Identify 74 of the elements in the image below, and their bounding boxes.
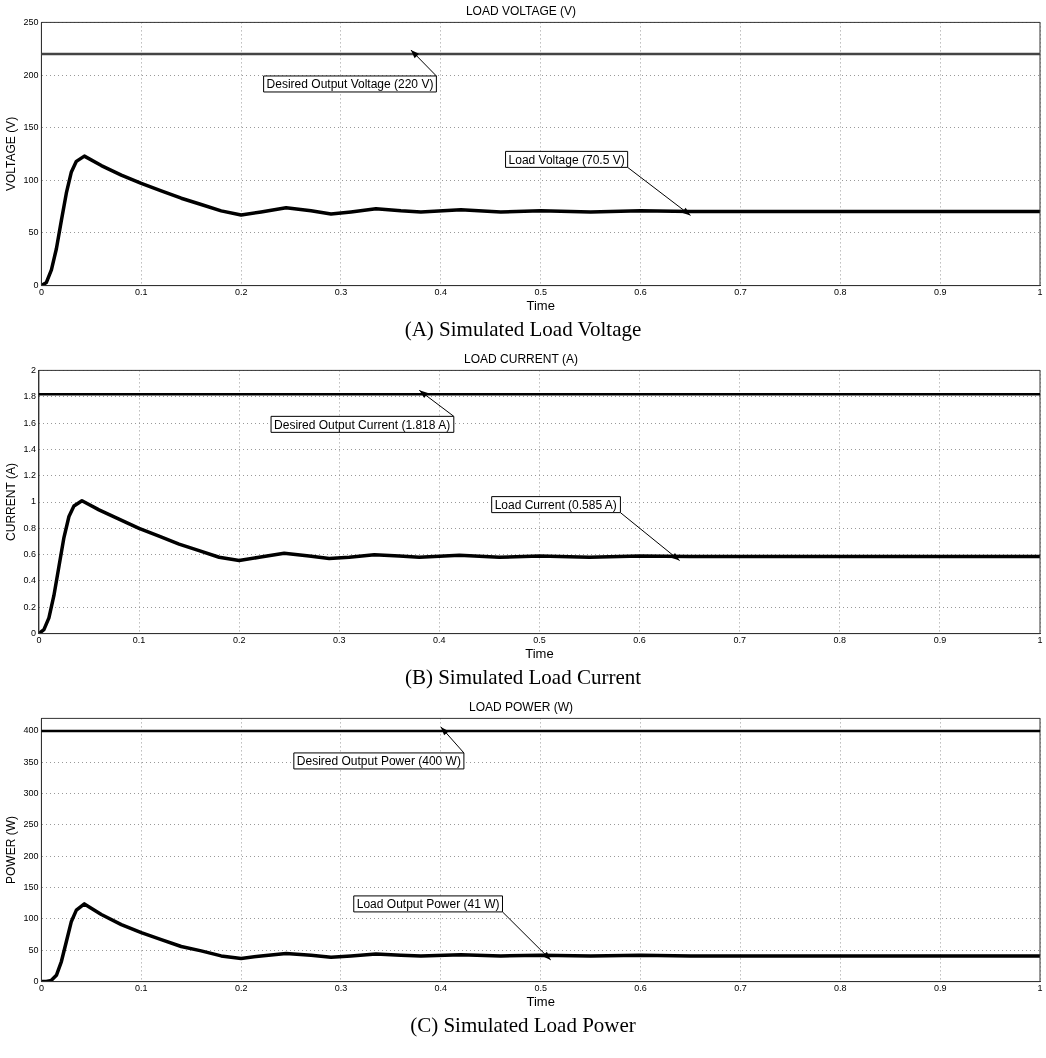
x-tick-label: 0.4 bbox=[433, 635, 446, 646]
y-tick-label: 2 bbox=[30, 364, 36, 375]
chart-title: LOAD CURRENT (A) bbox=[464, 351, 578, 366]
x-tick-label: 0.1 bbox=[135, 287, 148, 298]
x-tick-label: 0.9 bbox=[933, 983, 947, 994]
x-tick-label: 0.6 bbox=[634, 287, 647, 298]
y-tick-label: 1 bbox=[30, 496, 36, 507]
y-axis-title: VOLTAGE (V) bbox=[3, 116, 18, 192]
annotation: Desired Output Current (1.818 A) bbox=[274, 417, 451, 432]
x-tick-label: 0.7 bbox=[733, 635, 746, 646]
x-tick-label: 0.4 bbox=[434, 287, 448, 298]
x-axis-title: Time bbox=[526, 297, 555, 313]
y-tick-label: 300 bbox=[23, 788, 39, 799]
y-tick-label: 150 bbox=[23, 122, 39, 133]
x-tick-label: 0.6 bbox=[633, 635, 646, 646]
y-tick-label: 250 bbox=[23, 16, 39, 27]
annotation: Desired Output Power (400 W) bbox=[296, 754, 461, 769]
y-tick-label: 1.2 bbox=[23, 470, 36, 481]
y-axis-title: CURRENT (A) bbox=[3, 463, 18, 541]
x-tick-label: 0.3 bbox=[332, 635, 346, 646]
x-tick-label: 0.7 bbox=[734, 983, 747, 994]
x-tick-label: 0.9 bbox=[933, 635, 947, 646]
x-tick-label: 0.8 bbox=[834, 983, 847, 994]
y-tick-label: 0.6 bbox=[23, 549, 36, 560]
chart-title: LOAD VOLTAGE (V) bbox=[465, 3, 577, 18]
annotation: Load Voltage (70.5 V) bbox=[508, 152, 625, 167]
y-tick-label: 250 bbox=[23, 819, 39, 830]
x-tick-label: 0.9 bbox=[933, 287, 947, 298]
y-tick-label: 0 bbox=[33, 976, 39, 987]
x-tick-label: 0.1 bbox=[132, 635, 146, 646]
x-tick-label: 1 bbox=[1037, 635, 1043, 646]
y-tick-label: 0.2 bbox=[23, 601, 36, 612]
y-tick-label: 1.8 bbox=[23, 391, 36, 402]
x-tick-label: 0.6 bbox=[634, 983, 647, 994]
x-tick-label: 0.5 bbox=[533, 635, 546, 646]
annotation: Desired Output Voltage (220 V) bbox=[266, 77, 434, 92]
y-tick-label: 0.4 bbox=[23, 575, 36, 586]
x-tick-label: 0.3 bbox=[334, 983, 348, 994]
x-tick-label: 0.5 bbox=[534, 983, 547, 994]
chart-title: LOAD POWER (W) bbox=[469, 699, 573, 714]
x-tick-label: 0.8 bbox=[833, 635, 847, 646]
x-tick-label: 0.1 bbox=[135, 983, 148, 994]
x-tick-label: 0.8 bbox=[834, 287, 847, 298]
y-tick-label: 200 bbox=[23, 69, 39, 80]
y-axis-title: POWER (W) bbox=[3, 816, 18, 884]
text: (C) Simulated Load Power bbox=[409, 1012, 637, 1039]
annotation: Load Current (0.585 A) bbox=[494, 497, 617, 512]
x-tick-label: 1 bbox=[1037, 983, 1043, 994]
x-axis-title: Time bbox=[526, 993, 555, 1009]
text: (A) Simulated Load Voltage bbox=[403, 316, 643, 343]
x-axis-title: Time bbox=[525, 645, 554, 661]
y-tick-label: 50 bbox=[28, 944, 39, 955]
y-tick-label: 0.8 bbox=[23, 522, 36, 533]
annotation: Load Output Power (41 W) bbox=[356, 897, 500, 912]
x-tick-label: 0.7 bbox=[734, 287, 747, 298]
y-tick-label: 150 bbox=[23, 882, 39, 893]
x-tick-label: 0.5 bbox=[534, 287, 547, 298]
x-tick-label: 0.2 bbox=[232, 635, 246, 646]
y-tick-label: 0 bbox=[33, 280, 39, 291]
y-tick-label: 1.6 bbox=[23, 417, 36, 428]
y-tick-label: 350 bbox=[23, 756, 39, 767]
y-tick-label: 50 bbox=[28, 227, 39, 238]
y-tick-label: 1.4 bbox=[23, 443, 36, 454]
x-tick-label: 0.2 bbox=[234, 287, 248, 298]
y-tick-label: 100 bbox=[23, 913, 39, 924]
y-tick-label: 400 bbox=[23, 725, 39, 736]
x-tick-label: 0.2 bbox=[234, 983, 248, 994]
x-tick-label: 0.3 bbox=[334, 287, 348, 298]
y-tick-label: 100 bbox=[23, 174, 39, 185]
text: (B) Simulated Load Current bbox=[403, 664, 643, 691]
y-tick-label: 200 bbox=[23, 850, 39, 861]
x-tick-label: 0.4 bbox=[434, 983, 448, 994]
x-tick-label: 1 bbox=[1037, 287, 1043, 298]
y-tick-label: 0 bbox=[30, 628, 36, 639]
